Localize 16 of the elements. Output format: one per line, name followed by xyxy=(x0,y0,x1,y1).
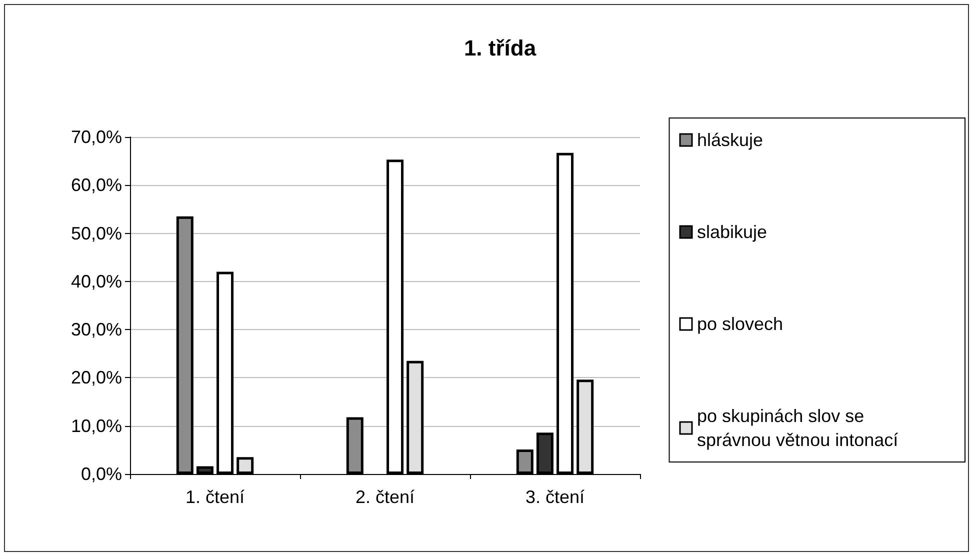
x-tick-label: 2. čtení xyxy=(355,487,415,507)
y-tick-label: 60,0% xyxy=(70,175,122,196)
y-tick-label: 10,0% xyxy=(70,416,122,436)
legend-label: hláskuje xyxy=(697,130,764,150)
x-tick-label: 3. čtení xyxy=(525,487,585,507)
y-tick-label: 20,0% xyxy=(70,368,122,388)
y-tick-label: 0,0% xyxy=(80,464,122,484)
y-tick-label: 40,0% xyxy=(70,271,122,292)
y-tick-label: 70,0% xyxy=(70,127,122,147)
chart-title: 1. třída xyxy=(464,36,537,60)
y-tick-label: 50,0% xyxy=(70,223,122,244)
legend-label: po skupinách slov se správnou větnou intonací xyxy=(697,406,898,450)
legend-label: slabikuje xyxy=(697,222,768,242)
y-tick-label: 30,0% xyxy=(70,320,122,340)
legend-label: po slovech xyxy=(697,314,784,334)
x-tick-label: 1. čtení xyxy=(185,487,245,507)
